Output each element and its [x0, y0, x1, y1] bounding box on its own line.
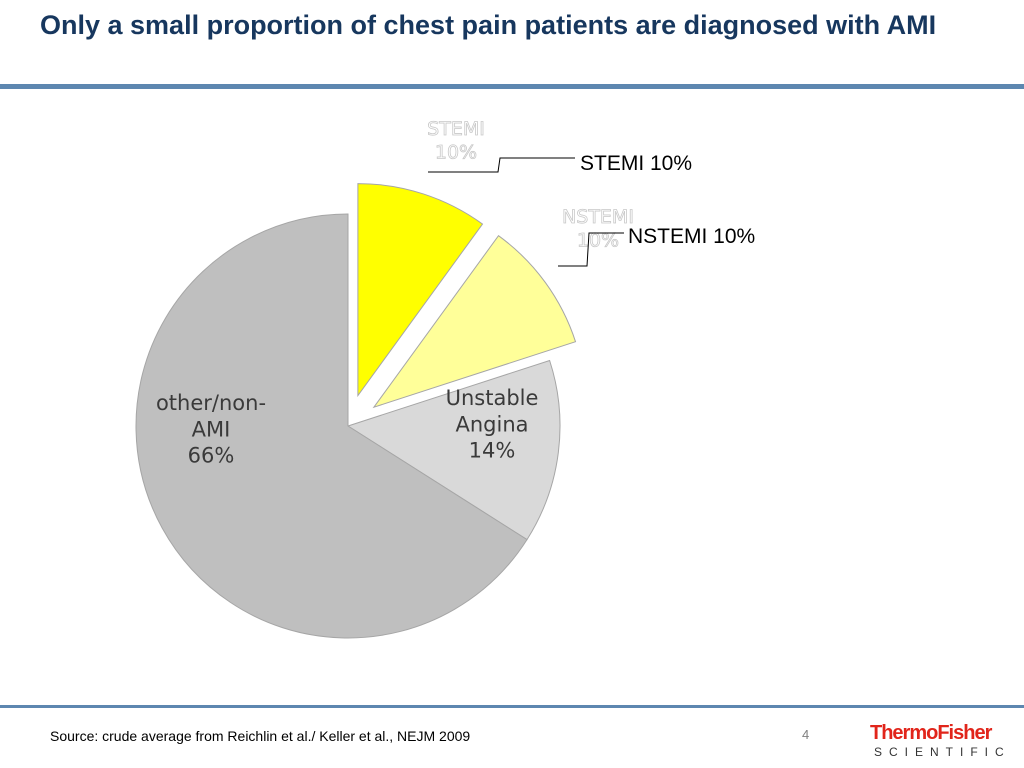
logo-wordmark: ThermoFisher	[870, 722, 992, 744]
pie-slice-3	[135, 213, 528, 639]
slice-label-3: other/non-AMI 66%	[156, 391, 266, 468]
slice-label-0: STEMI 10%	[427, 118, 485, 164]
pie-labels: STEMI 10% STEMI 10% NSTEMI 10% NSTEMI 10% Unst…	[156, 117, 755, 468]
page-number: 4	[802, 727, 810, 742]
slice-label-1: NSTEMI 10%	[562, 206, 634, 252]
title-divider	[0, 84, 1024, 89]
callout-label-0: STEMI 10%	[580, 152, 692, 175]
slice-label-2: Unstable Angina 14%	[446, 386, 539, 463]
pie-slice-1	[372, 234, 577, 409]
pie-slice-0	[357, 183, 484, 398]
callout-line-1	[558, 232, 624, 267]
company-logo: ThermoFisher SCIENTIFIC	[870, 722, 1015, 760]
callout-label-1: NSTEMI 10%	[628, 225, 755, 248]
pie-slices	[135, 183, 577, 639]
logo-subtitle: SCIENTIFIC	[874, 745, 1011, 759]
pie-slice-2	[346, 359, 561, 541]
callout-line-0	[428, 157, 575, 173]
footer-divider	[0, 705, 1024, 708]
slide-title: Only a small proportion of chest pain pa…	[40, 10, 937, 40]
pie-chart: STEMI 10% STEMI 10% NSTEMI 10% NSTEMI 10% Unst…	[135, 117, 755, 639]
source-note: Source: crude average from Reichlin et a…	[50, 728, 471, 744]
